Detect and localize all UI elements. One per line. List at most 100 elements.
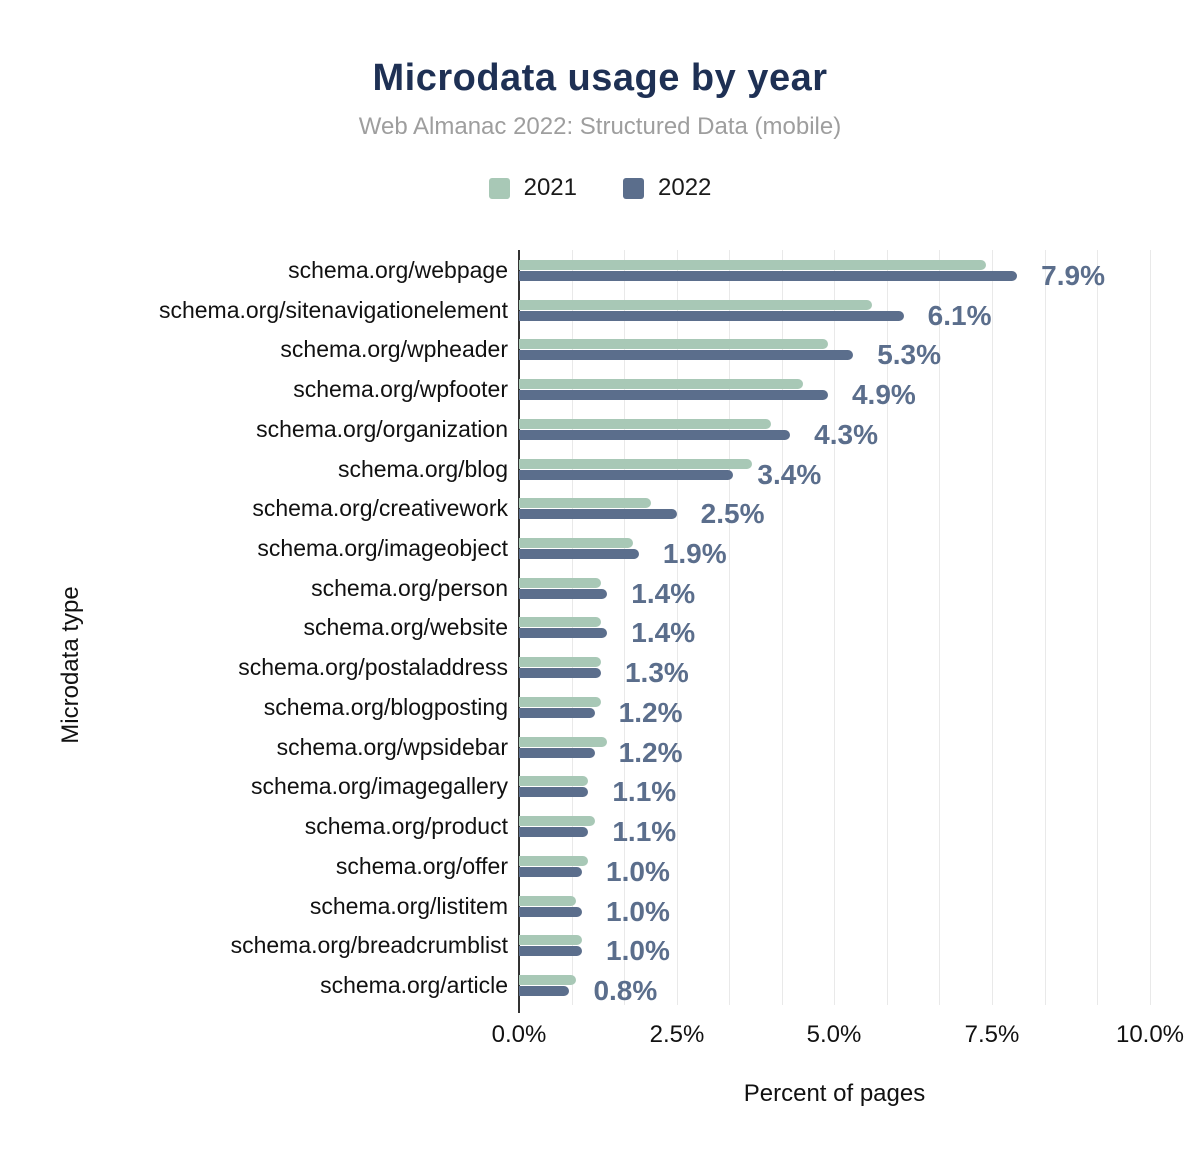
category-label: schema.org/breadcrumblist <box>230 932 508 959</box>
chart-row: schema.org/blogposting 1.2% <box>264 687 1150 728</box>
gridline <box>834 250 836 1005</box>
value-label: 1.2% <box>618 696 683 728</box>
value-label: 7.9% <box>1041 260 1105 291</box>
chart-row: schema.org/sitenavigationelement 6.1% <box>159 290 1150 331</box>
bar-2021 <box>519 974 576 985</box>
legend-swatch-2021-icon <box>488 177 510 199</box>
value-label: 1.1% <box>612 776 677 808</box>
gridline <box>1044 250 1046 1005</box>
bar-2022 <box>519 271 1018 281</box>
bar-2022 <box>519 747 595 758</box>
value-label: 1.9% <box>662 538 727 570</box>
chart-row: schema.org/imagegallery 1.1% <box>251 766 1150 808</box>
bar-2021 <box>519 498 652 509</box>
chart-row: schema.org/website 1.4% <box>303 607 1150 649</box>
bar-2021 <box>519 260 986 270</box>
gridline <box>886 250 888 1005</box>
category-label: schema.org/creativework <box>252 495 508 522</box>
bar-2021 <box>519 736 608 747</box>
value-label: 2.5% <box>700 498 765 530</box>
gridline <box>676 250 678 1005</box>
chart-row: schema.org/webpage 7.9% <box>288 250 1150 291</box>
category-label: schema.org/website <box>303 614 508 641</box>
category-label: schema.org/imageobject <box>257 535 508 562</box>
chart-row: schema.org/article 0.8% <box>320 965 1150 1006</box>
category-label: schema.org/wpfooter <box>293 376 508 403</box>
category-label: schema.org/product <box>304 813 508 840</box>
gridline <box>1097 250 1099 1005</box>
bar-2022 <box>519 787 589 798</box>
chart-row: schema.org/creativework 2.5% <box>252 488 1150 530</box>
bar-2022 <box>519 509 677 520</box>
category-label: schema.org/listitem <box>309 892 508 919</box>
value-label: 6.1% <box>927 299 992 331</box>
y-axis-title: Microdata type <box>57 586 84 744</box>
value-label: 0.8% <box>593 974 658 1006</box>
chart-row: schema.org/offer 1.0% <box>336 846 1150 887</box>
gridline <box>1149 250 1151 1005</box>
bar-2022 <box>519 310 904 321</box>
value-label: 1.0% <box>606 935 670 967</box>
chart-row: schema.org/wpfooter 4.9% <box>293 369 1150 409</box>
value-label: 1.0% <box>606 895 670 927</box>
legend: 2021 2022 <box>0 174 1200 202</box>
category-label: schema.org/wpheader <box>280 336 508 363</box>
chart-row: schema.org/breadcrumblist 1.0% <box>231 925 1150 967</box>
chart-subtitle: Web Almanac 2022: Structured Data (mobil… <box>358 113 842 140</box>
bar-2022 <box>519 946 583 957</box>
bar-2022 <box>519 469 734 480</box>
chart-row: schema.org/blog 3.4% <box>338 449 1150 490</box>
bar-2022 <box>519 588 608 599</box>
category-label: schema.org/organization <box>256 415 508 442</box>
x-tick: 5.0% <box>806 1021 862 1048</box>
value-label: 1.0% <box>606 855 670 887</box>
bar-2022 <box>519 350 854 361</box>
bar-2021 <box>519 935 583 946</box>
value-label: 1.4% <box>631 617 696 649</box>
legend-label-2021: 2021 <box>523 174 577 201</box>
bar-2021 <box>519 299 873 310</box>
category-label: schema.org/postaladdress <box>238 654 508 681</box>
bar-2021 <box>519 816 595 827</box>
x-tick: 10.0% <box>1115 1021 1185 1048</box>
category-label: schema.org/wpsidebar <box>276 733 508 760</box>
bar-2022 <box>519 906 583 917</box>
category-label: schema.org/sitenavigationelement <box>158 296 508 323</box>
chart-title: Microdata usage by year <box>372 57 828 99</box>
x-axis-ticks: 0.0% 2.5% 5.0% 7.5% 10.0% <box>492 1021 1184 1050</box>
plot-area: schema.org/webpage 7.9% schema.org/sitenav… <box>159 250 1151 1013</box>
bar-2022 <box>519 985 570 996</box>
bar-2022 <box>519 390 828 401</box>
value-label: 5.3% <box>877 339 942 371</box>
bar-2022 <box>519 628 608 639</box>
gridline <box>991 250 993 1005</box>
bar-2021 <box>519 418 772 429</box>
chart-row: schema.org/person 1.4% <box>311 568 1150 608</box>
category-label: schema.org/article <box>320 971 508 998</box>
bar-2021 <box>519 855 589 866</box>
chart-row: schema.org/postaladdress 1.3% <box>238 647 1150 687</box>
value-label: 4.3% <box>814 418 878 450</box>
bar-2021 <box>519 776 589 787</box>
bar-2021 <box>519 895 576 906</box>
category-label: schema.org/webpage <box>288 257 508 283</box>
bar-2021 <box>519 458 753 469</box>
legend-item-2021: 2021 <box>488 174 577 202</box>
category-label: schema.org/imagegallery <box>251 773 508 800</box>
chart-row: schema.org/product 1.1% <box>305 806 1150 846</box>
bar-2022 <box>519 866 583 877</box>
bar-2022 <box>519 668 601 679</box>
value-label: 3.4% <box>757 458 822 490</box>
category-label: schema.org/offer <box>335 852 508 879</box>
x-axis-title: Percent of pages <box>743 1080 926 1107</box>
legend-item-2022: 2022 <box>623 174 711 202</box>
chart-row: schema.org/wpsidebar 1.2% <box>277 727 1150 767</box>
gridline <box>939 250 941 1005</box>
category-label: schema.org/blogposting <box>263 693 508 720</box>
bar-2022 <box>519 429 791 440</box>
bar-2021 <box>519 577 601 588</box>
bar-2022 <box>519 549 639 560</box>
chart-row: schema.org/listitem 1.0% <box>310 886 1150 927</box>
gridline <box>729 250 731 1005</box>
